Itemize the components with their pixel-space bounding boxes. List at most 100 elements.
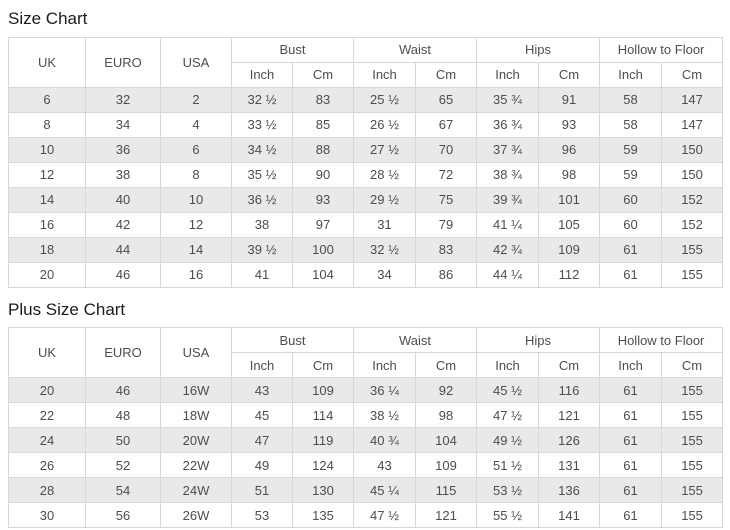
table-cell: 131 bbox=[538, 452, 601, 479]
table-cell: 6 bbox=[8, 86, 86, 113]
table-cell: 121 bbox=[538, 402, 601, 429]
table-cell: 37 ¾ bbox=[476, 136, 540, 163]
table-cell: 48 bbox=[85, 402, 161, 429]
subcol-waist-inch: Inch bbox=[353, 352, 417, 379]
table-cell: 52 bbox=[85, 452, 161, 479]
table-cell: 14 bbox=[8, 186, 86, 213]
plus-size-chart-table: UK EURO USA Bust Waist Hips Hollow to Fl… bbox=[8, 327, 724, 529]
table-cell: 16 bbox=[8, 211, 86, 238]
subcol-waist-cm: Cm bbox=[415, 352, 478, 379]
table-cell: 34 ½ bbox=[231, 136, 293, 163]
plus-size-chart-body: 20 46 16W 43 109 36 ¼ 92 45 ½ 116 61 155 22 48 18W 45 1… bbox=[8, 377, 724, 529]
table-cell: 109 bbox=[415, 452, 478, 479]
table-cell: 109 bbox=[538, 236, 601, 263]
table-cell: 115 bbox=[415, 477, 478, 504]
subcol-hips-inch: Inch bbox=[476, 352, 540, 379]
table-cell: 70 bbox=[415, 136, 478, 163]
table-cell: 53 ½ bbox=[476, 477, 540, 504]
table-cell: 93 bbox=[538, 111, 601, 138]
table-cell: 67 bbox=[415, 111, 478, 138]
table-row: 30 56 26W 53 135 47 ½ 121 55 ½ 141 61 155 bbox=[8, 502, 724, 529]
table-cell: 101 bbox=[538, 186, 601, 213]
table-cell: 97 bbox=[291, 211, 355, 238]
table-cell: 92 bbox=[415, 377, 478, 404]
table-cell: 38 ½ bbox=[353, 402, 417, 429]
table-cell: 26 bbox=[8, 452, 86, 479]
table-cell: 75 bbox=[415, 186, 478, 213]
table-cell: 112 bbox=[538, 261, 601, 288]
table-cell: 124 bbox=[291, 452, 355, 479]
table-cell: 155 bbox=[661, 402, 724, 429]
table-row: 14 40 10 36 ½ 93 29 ½ 75 39 ¾ 101 60 152 bbox=[8, 186, 724, 213]
table-cell: 58 bbox=[599, 86, 663, 113]
table-cell: 93 bbox=[291, 186, 355, 213]
table-cell: 10 bbox=[8, 136, 86, 163]
table-cell: 10 bbox=[160, 186, 232, 213]
table-cell: 155 bbox=[661, 502, 724, 529]
table-cell: 36 ½ bbox=[231, 186, 293, 213]
size-chart-title: Size Chart bbox=[8, 9, 88, 28]
table-cell: 4 bbox=[160, 111, 232, 138]
table-cell: 105 bbox=[538, 211, 601, 238]
table-cell: 16W bbox=[160, 377, 232, 404]
table-cell: 61 bbox=[599, 261, 663, 288]
table-cell: 155 bbox=[661, 236, 724, 263]
plus-size-chart-header: UK EURO USA Bust Waist Hips Hollow to Fl… bbox=[8, 327, 724, 379]
table-cell: 38 ¾ bbox=[476, 161, 540, 188]
table-cell: 26W bbox=[160, 502, 232, 529]
size-chart-table: UK EURO USA Bust Waist Hips Hollow to Fl… bbox=[8, 36, 724, 288]
table-cell: 155 bbox=[661, 452, 724, 479]
table-cell: 16 bbox=[160, 261, 232, 288]
table-cell: 32 ½ bbox=[353, 236, 417, 263]
table-cell: 150 bbox=[661, 136, 724, 163]
table-cell: 44 ¼ bbox=[476, 261, 540, 288]
table-cell: 155 bbox=[661, 261, 724, 288]
table-cell: 51 bbox=[231, 477, 293, 504]
subcol-hollow-cm: Cm bbox=[661, 352, 724, 379]
table-cell: 42 ¾ bbox=[476, 236, 540, 263]
table-cell: 130 bbox=[291, 477, 355, 504]
plus-size-chart-title: Plus Size Chart bbox=[8, 299, 126, 319]
table-cell: 61 bbox=[599, 427, 663, 454]
table-cell: 32 ½ bbox=[231, 86, 293, 113]
col-group-hollow-to-floor: Hollow to Floor bbox=[599, 327, 724, 354]
table-cell: 88 bbox=[291, 136, 355, 163]
col-group-waist: Waist bbox=[353, 327, 478, 354]
table-row: 6 32 2 32 ½ 83 25 ½ 65 35 ¾ 91 58 147 bbox=[8, 86, 724, 113]
table-cell: 33 ½ bbox=[231, 111, 293, 138]
table-cell: 20 bbox=[8, 261, 86, 288]
table-cell: 27 ½ bbox=[353, 136, 417, 163]
subcol-hollow-inch: Inch bbox=[599, 61, 663, 88]
table-cell: 40 ¾ bbox=[353, 427, 417, 454]
table-cell: 45 bbox=[231, 402, 293, 429]
table-cell: 152 bbox=[661, 186, 724, 213]
table-cell: 61 bbox=[599, 502, 663, 529]
table-cell: 41 ¼ bbox=[476, 211, 540, 238]
table-cell: 38 bbox=[231, 211, 293, 238]
table-cell: 116 bbox=[538, 377, 601, 404]
table-row: 22 48 18W 45 114 38 ½ 98 47 ½ 121 61 155 bbox=[8, 402, 724, 429]
subcol-hips-inch: Inch bbox=[476, 61, 540, 88]
table-cell: 121 bbox=[415, 502, 478, 529]
table-row: 24 50 20W 47 119 40 ¾ 104 49 ½ 126 61 155 bbox=[8, 427, 724, 454]
col-group-bust: Bust bbox=[230, 36, 355, 63]
table-cell: 47 bbox=[231, 427, 293, 454]
table-cell: 6 bbox=[160, 136, 232, 163]
table-cell: 86 bbox=[415, 261, 478, 288]
table-cell: 61 bbox=[599, 236, 663, 263]
table-cell: 135 bbox=[291, 502, 355, 529]
table-cell: 28 ½ bbox=[353, 161, 417, 188]
table-cell: 49 ½ bbox=[476, 427, 540, 454]
table-cell: 36 bbox=[85, 136, 161, 163]
table-cell: 22 bbox=[8, 402, 86, 429]
table-cell: 38 bbox=[85, 161, 161, 188]
table-cell: 46 bbox=[85, 261, 161, 288]
col-header-usa: USA bbox=[160, 36, 232, 88]
table-cell: 91 bbox=[538, 86, 601, 113]
subcol-hollow-inch: Inch bbox=[599, 352, 663, 379]
table-cell: 28 bbox=[8, 477, 86, 504]
table-cell: 53 bbox=[231, 502, 293, 529]
table-cell: 36 ¾ bbox=[476, 111, 540, 138]
table-cell: 47 ½ bbox=[353, 502, 417, 529]
col-header-usa: USA bbox=[160, 327, 232, 379]
